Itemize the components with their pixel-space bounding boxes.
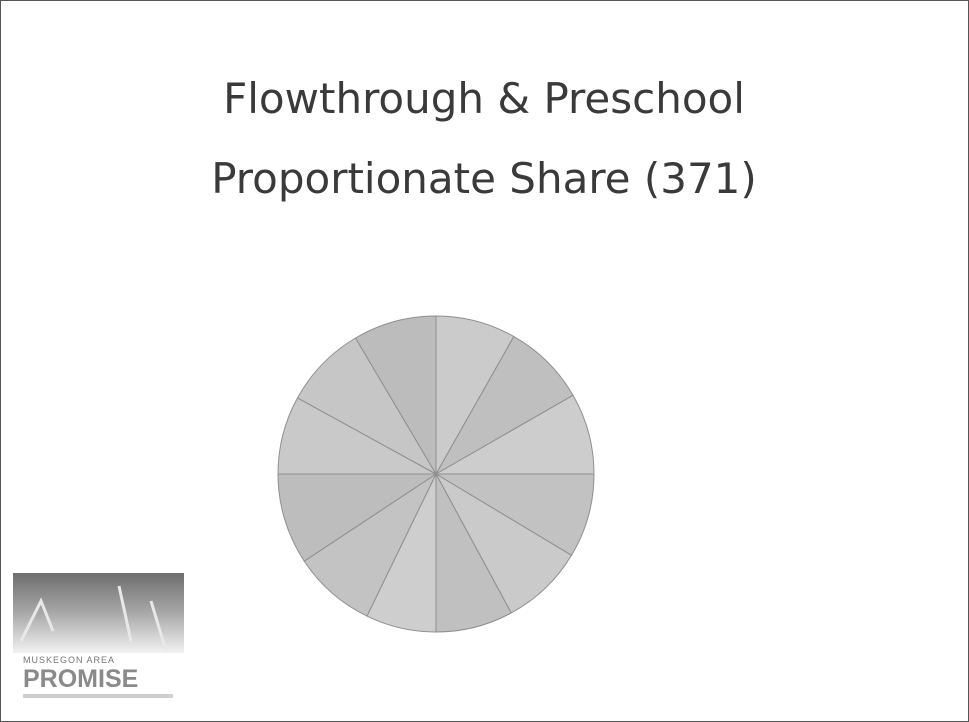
slide: Flowthrough & Preschool Proportionate Sh… <box>0 0 969 722</box>
chart: Flowthrough & Preschool Proportionate Sh… <box>1 1 968 721</box>
logo-url <box>23 694 173 698</box>
chart-title: Flowthrough & Preschool <box>223 74 745 123</box>
chart-title: Proportionate Share (371) <box>211 154 757 203</box>
logo-subtitle: MUSKEGON AREA <box>23 655 115 665</box>
logo-name: PROMISE <box>23 665 138 693</box>
logo: MUSKEGON AREA PROMISE <box>13 573 184 698</box>
logo-image <box>13 573 184 653</box>
pie <box>278 316 594 632</box>
